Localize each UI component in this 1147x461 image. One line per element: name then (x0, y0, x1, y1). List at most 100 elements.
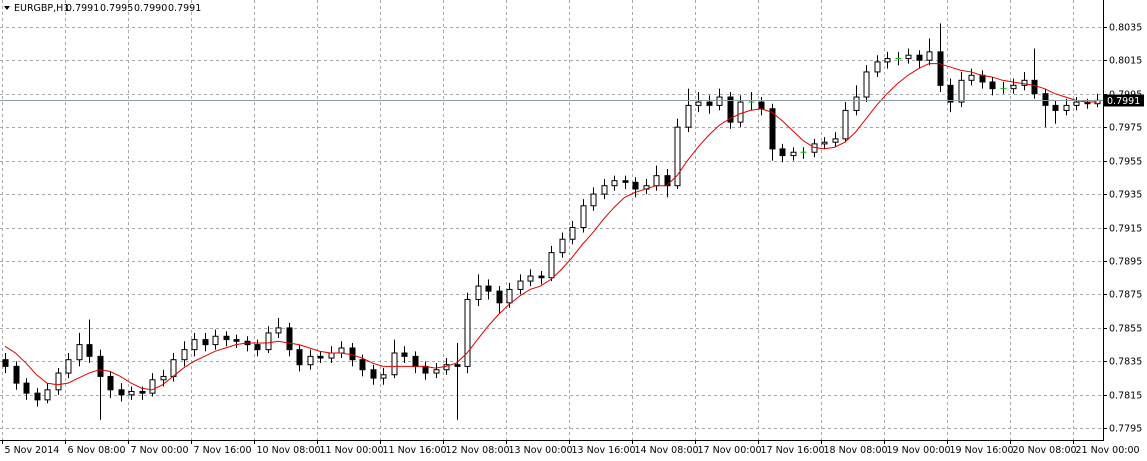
plot (0, 23, 1103, 420)
candle-body (832, 138, 839, 143)
y-tick-label: 0.7915 (1109, 224, 1142, 235)
candle-body (989, 81, 996, 90)
candle-body (128, 390, 135, 396)
candle-body (317, 355, 324, 359)
candle-body (1052, 104, 1059, 111)
candle-body (1073, 101, 1080, 106)
x-tick-label: 13 Nov 16:00 (572, 445, 636, 456)
candle-body (695, 101, 702, 106)
candle-body (527, 275, 534, 282)
candle-body (737, 101, 744, 123)
quote: 0.7995 (100, 3, 133, 14)
candle-body (853, 96, 860, 111)
candle-body (485, 285, 492, 292)
candle-body (380, 374, 387, 379)
quote: 0.7991 (66, 3, 99, 14)
x-tick-label: 19 Nov 16:00 (950, 445, 1014, 456)
candle-body (863, 71, 870, 98)
candle-body (475, 285, 482, 300)
candle-body (275, 327, 282, 334)
quote: 0.7990 (134, 3, 167, 14)
candle-body (905, 54, 912, 60)
candle-body (464, 298, 471, 367)
candle-body (265, 332, 272, 351)
y-tick-label: 0.7895 (1109, 257, 1142, 268)
candle-body (328, 352, 335, 359)
candle-body (433, 369, 440, 374)
candle-body (118, 389, 125, 396)
y-tick-label: 0.7955 (1109, 157, 1142, 168)
candle-body (202, 339, 209, 346)
candle-body (926, 51, 933, 61)
candle-body (559, 238, 566, 254)
candle-body (401, 352, 408, 357)
candle-body (884, 58, 891, 63)
y-tick-label: 0.7835 (1109, 357, 1142, 368)
candle-body (590, 193, 597, 207)
candle-body (286, 327, 293, 351)
candle-body (23, 382, 30, 394)
candle-body (758, 101, 765, 110)
candle-body (779, 148, 786, 157)
candle-body (191, 339, 198, 351)
candle-body (653, 175, 660, 187)
x-tick-label: 13 Nov 00:00 (509, 445, 573, 456)
candle-body (674, 126, 681, 187)
axes: 0.80350.80150.79950.79750.79550.79350.79… (2, 23, 1144, 456)
candle-body (212, 335, 219, 346)
x-tick-label: 11 Nov 16:00 (383, 445, 447, 456)
x-tick-label: 20 Nov 08:00 (1013, 445, 1077, 456)
candle-body (874, 61, 881, 73)
candle-body (580, 205, 587, 229)
y-tick-label: 0.8035 (1109, 23, 1142, 34)
candle-body (223, 335, 230, 341)
candle-body (569, 227, 576, 240)
x-tick-label: 21 Nov 00:00 (1076, 445, 1140, 456)
x-tick-label: 17 Nov 16:00 (761, 445, 825, 456)
x-tick-label: 7 Nov 00:00 (131, 445, 189, 456)
y-tick-label: 0.8015 (1109, 56, 1142, 67)
candle-body (149, 379, 156, 394)
x-tick-label: 18 Nov 08:00 (824, 445, 888, 456)
x-tick-label: 14 Nov 08:00 (635, 445, 699, 456)
candle-body (160, 375, 167, 381)
candle-body (706, 101, 713, 106)
candle-body (170, 359, 177, 377)
candle-body (821, 141, 828, 145)
candle-body (254, 344, 261, 351)
candle-body (611, 180, 618, 187)
x-tick-label: 11 Nov 00:00 (320, 445, 384, 456)
candle-body (727, 96, 734, 123)
candle-body (107, 375, 114, 391)
candle-body (1042, 93, 1049, 106)
candle-body (1010, 84, 1017, 90)
candle-body (790, 151, 797, 157)
candle-body (916, 54, 923, 61)
y-tick-label: 0.7855 (1109, 324, 1142, 335)
candle-body (1063, 104, 1070, 111)
x-tick-label: 19 Nov 00:00 (887, 445, 951, 456)
moving-average (4, 63, 1097, 391)
y-tick-label: 0.7875 (1109, 290, 1142, 301)
candle-body (97, 355, 104, 377)
candle-body (370, 369, 377, 379)
candle-body (1021, 79, 1028, 86)
candle-body (55, 372, 62, 391)
candle-body (622, 180, 629, 183)
menu-icon[interactable] (4, 6, 10, 10)
candle-body (1031, 79, 1038, 95)
x-tick-label: 12 Nov 08:00 (446, 445, 510, 456)
candle-body (685, 104, 692, 128)
candle-body (422, 365, 429, 374)
y-tick-label: 0.7815 (1109, 391, 1142, 402)
y-tick-label: 0.7935 (1109, 190, 1142, 201)
candle-body (13, 365, 20, 384)
candle-body (842, 109, 849, 140)
candle-body (958, 79, 965, 103)
candle-body (76, 344, 83, 361)
candle-body (548, 252, 555, 279)
candle-body (391, 352, 398, 376)
y-tick-label: 0.7795 (1109, 424, 1142, 435)
candle-body (506, 288, 513, 304)
x-tick-label: 5 Nov 2014 (5, 445, 60, 456)
